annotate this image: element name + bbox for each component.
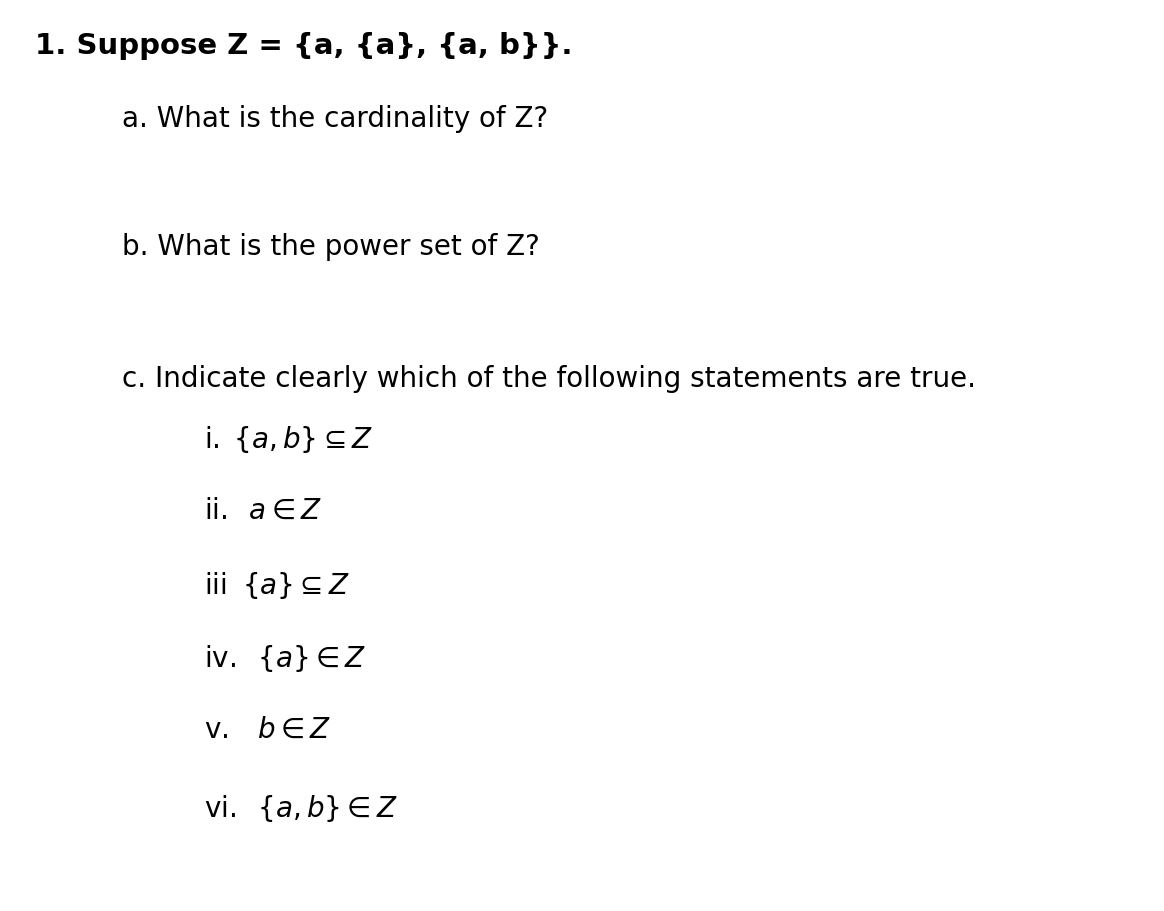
Text: 1. Suppose Z = {a, {a}, {a, b}}.: 1. Suppose Z = {a, {a}, {a, b}}. [35, 32, 573, 60]
Text: $\mathrm{ii.}\;\; a \in Z$: $\mathrm{ii.}\;\; a \in Z$ [204, 496, 322, 525]
Text: $\mathrm{v.}\;\;\; b \in Z$: $\mathrm{v.}\;\;\; b \in Z$ [204, 715, 331, 743]
Text: b. What is the power set of Z?: b. What is the power set of Z? [122, 232, 540, 261]
Text: $\mathrm{vi.}\;\; \{a,b\} \in Z$: $\mathrm{vi.}\;\; \{a,b\} \in Z$ [204, 793, 398, 824]
Text: a. What is the cardinality of Z?: a. What is the cardinality of Z? [122, 105, 548, 133]
Text: c. Indicate clearly which of the following statements are true.: c. Indicate clearly which of the followi… [122, 364, 977, 393]
Text: $\mathrm{iv.}\;\; \{a\} \in Z$: $\mathrm{iv.}\;\; \{a\} \in Z$ [204, 642, 365, 673]
Text: $\mathrm{i.}\; \{a,b\} \subseteq Z$: $\mathrm{i.}\; \{a,b\} \subseteq Z$ [204, 424, 372, 455]
Text: $\mathrm{iii}\;\; \{a\} \subseteq Z$: $\mathrm{iii}\;\; \{a\} \subseteq Z$ [204, 569, 349, 600]
